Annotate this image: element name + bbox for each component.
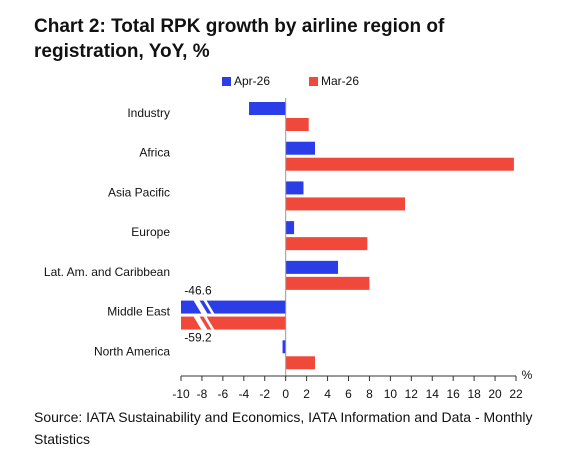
bar (285, 157, 514, 171)
legend-label: Mar-26 (321, 74, 359, 88)
x-tick-label: 10 (384, 387, 398, 401)
x-tick-label: 20 (488, 387, 502, 401)
chart-title: Chart 2: Total RPK growth by airline reg… (34, 16, 445, 62)
x-tick-label: -8 (197, 387, 208, 401)
x-tick-label: -6 (218, 387, 229, 401)
x-tick-label: 12 (405, 387, 419, 401)
x-tick-label: 18 (467, 387, 481, 401)
y-tick-label: Africa (139, 146, 170, 160)
bar (285, 221, 295, 235)
bar (285, 260, 339, 274)
y-tick-label: Industry (127, 106, 170, 120)
x-unit: % (522, 368, 533, 382)
value-label: -46.6 (184, 284, 212, 298)
axis-break (193, 315, 208, 331)
bar (285, 237, 368, 251)
x-tick-label: -4 (238, 387, 249, 401)
axis-break (203, 315, 215, 331)
x-tick-label: -10 (172, 387, 190, 401)
y-tick-label: Asia Pacific (108, 185, 170, 199)
x-tick-label: 2 (303, 387, 310, 401)
axis-break (203, 299, 215, 315)
y-tick-label: Europe (131, 225, 170, 239)
axis-break (193, 299, 208, 315)
x-tick-label: 14 (426, 387, 440, 401)
x-tick-label: 6 (345, 387, 352, 401)
bars (181, 102, 514, 370)
bar (249, 102, 286, 115)
x-tick-label: 0 (282, 387, 289, 401)
source-note: Source: IATA Sustainability and Economic… (34, 409, 533, 447)
y-tick-label: Middle East (107, 305, 170, 319)
bar (285, 356, 315, 370)
bar (285, 276, 370, 290)
legend-swatch (222, 77, 231, 86)
x-tick-label: 16 (447, 387, 461, 401)
bar (285, 197, 406, 211)
legend-label: Apr-26 (234, 74, 270, 88)
legend-swatch (309, 77, 318, 86)
bar (285, 181, 304, 195)
x-tick-label: 22 (509, 387, 523, 401)
value-label: -59.2 (184, 331, 212, 345)
bar (282, 340, 286, 354)
bar (285, 118, 309, 131)
x-tick-label: 8 (366, 387, 373, 401)
y-tick-label: North America (94, 344, 170, 358)
x-tick-label: -2 (259, 387, 270, 401)
bar (285, 141, 315, 155)
x-tick-label: 4 (324, 387, 331, 401)
y-tick-label: Lat. Am. and Caribbean (44, 265, 170, 279)
